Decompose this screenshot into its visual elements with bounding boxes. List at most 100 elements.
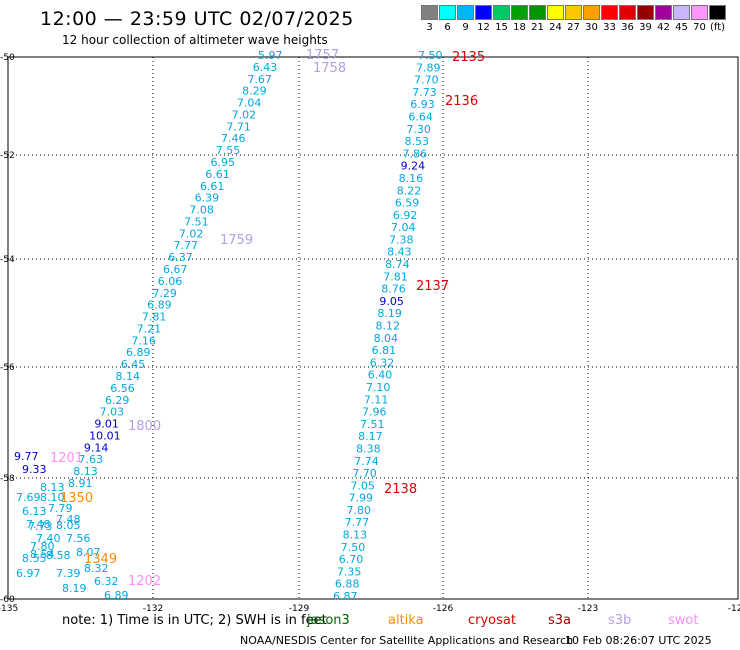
track1-value: 6.67 — [163, 263, 188, 276]
track1-value: 7.63 — [79, 453, 104, 466]
track1-value: 6.61 — [205, 168, 230, 181]
lat-tick-label: -56 — [0, 363, 15, 373]
scale-swatch — [709, 5, 726, 20]
lon-tick-label: -132 — [143, 604, 163, 614]
cluster-value: 8.13 — [40, 481, 65, 494]
track2-value: 7.96 — [362, 406, 387, 419]
axis-labels: -50 -52 -54 -56 -58 -60-135 -132 -129 -126 -123 -1… — [0, 53, 740, 614]
track2-value: 8.04 — [374, 332, 399, 345]
cluster-value: 6.97 — [16, 567, 41, 580]
scale-swatch — [655, 5, 672, 20]
scale-swatch — [673, 5, 690, 20]
scale-label: 70 — [693, 22, 706, 33]
scale-label: 21 — [531, 22, 544, 33]
scale-label: 36 — [621, 22, 634, 33]
scale-label: (ft) — [709, 22, 726, 33]
track2-value: 7.10 — [366, 381, 391, 394]
grid-lines — [7, 56, 739, 600]
cluster-time-label: 1349 — [84, 552, 117, 567]
track2-value: 6.40 — [368, 369, 393, 382]
cluster-value: 9.77 — [14, 450, 39, 463]
track2-value: 6.93 — [410, 98, 435, 111]
track2-value: 7.80 — [347, 504, 372, 517]
footnote: note: 1) Time is in UTC; 2) SWH is in fe… — [62, 613, 327, 628]
track1-time-label: 1800 — [128, 419, 161, 434]
track1-value: 9.14 — [84, 441, 109, 454]
scale-label: 33 — [603, 22, 616, 33]
cluster-value: 7.79 — [48, 502, 73, 515]
cluster-value: 8.05 — [56, 519, 81, 532]
scale-swatch — [529, 5, 546, 20]
lon-tick-label: -123 — [578, 604, 598, 614]
cluster-value: 7.73 — [28, 520, 53, 533]
track1-value: 9.01 — [94, 418, 119, 431]
scale-label: 42 — [657, 22, 670, 33]
cluster-value: 7.56 — [66, 532, 91, 545]
cluster-value: 7.48 — [26, 518, 51, 531]
track1-value: 7.03 — [100, 406, 125, 419]
track2-value: 7.73 — [412, 86, 437, 99]
track2-value: 6.92 — [393, 209, 418, 222]
track1-value: 10.01 — [89, 429, 121, 442]
track2-value: 8.74 — [385, 258, 410, 271]
track2-value: 8.19 — [377, 307, 402, 320]
track2-value: 8.38 — [356, 442, 381, 455]
scale-swatch — [619, 5, 636, 20]
track1-value: 6.45 — [121, 358, 145, 371]
track2-value: 7.30 — [406, 123, 431, 136]
track2-value: 7.89 — [416, 61, 441, 74]
scale-swatch — [691, 5, 708, 20]
page-title: 12:00 — 23:59 UTC 02/07/2025 — [40, 8, 354, 30]
plot-frame — [7, 56, 739, 600]
track1-value: 8.13 — [73, 465, 98, 478]
cluster-value: 8.55 — [22, 552, 47, 565]
track1-value: 7.71 — [226, 120, 251, 133]
track2-value: 8.76 — [381, 283, 406, 296]
track2-value: 7.70 — [352, 467, 377, 480]
scale-swatch — [493, 5, 510, 20]
scale-label: 39 — [639, 22, 652, 33]
track1-value: 7.29 — [152, 287, 177, 300]
track2-value: 8.22 — [397, 184, 422, 197]
cluster-value: 6.32 — [94, 575, 119, 588]
track1-value: 7.02 — [179, 227, 204, 240]
track1-value: 8.91 — [68, 477, 93, 490]
track2-time-label: 2135 — [452, 50, 485, 65]
track1-value: 7.77 — [174, 239, 199, 252]
track2-value: 7.77 — [345, 516, 370, 529]
scale-label: 18 — [513, 22, 526, 33]
scale-label: 6 — [444, 22, 451, 33]
track1-value: 7.51 — [184, 215, 209, 228]
scale-swatch — [457, 5, 474, 20]
track2-value: 6.32 — [370, 356, 395, 369]
track2-value: 6.59 — [395, 197, 420, 210]
track1-value: 7.55 — [216, 144, 241, 157]
scale-label: 45 — [675, 22, 688, 33]
scale-swatch — [637, 5, 654, 20]
track1-value: 6.43 — [253, 61, 278, 74]
track2-value: 8.17 — [358, 430, 383, 443]
track1-value: 7.46 — [221, 132, 246, 145]
track2-value: 7.04 — [391, 221, 416, 234]
track1-value: 6.56 — [110, 382, 135, 395]
scale-label: 24 — [549, 22, 562, 33]
cluster-value: 6.13 — [22, 505, 47, 518]
cluster-value: 8.58 — [46, 549, 71, 562]
track2-value: 7.50 — [341, 541, 366, 554]
track2-time-label: 2136 — [445, 94, 478, 109]
lon-tick-label: -120 — [728, 604, 740, 614]
scale-label: 15 — [495, 22, 508, 33]
track1-value: 6.89 — [147, 299, 172, 312]
track2-value: 8.16 — [399, 172, 424, 185]
track2-value: 7.74 — [354, 455, 379, 468]
scale-swatch — [475, 5, 492, 20]
cluster-value: 7.48 — [56, 513, 81, 526]
lat-tick-label: -60 — [0, 595, 15, 605]
track1-value: 7.02 — [232, 108, 257, 121]
satellite-legend-item: altika — [388, 613, 424, 628]
scale-swatch — [511, 5, 528, 20]
track1-value: 6.61 — [200, 180, 225, 193]
lon-tick-label: -126 — [433, 604, 454, 614]
track2-value: 8.13 — [343, 529, 368, 542]
